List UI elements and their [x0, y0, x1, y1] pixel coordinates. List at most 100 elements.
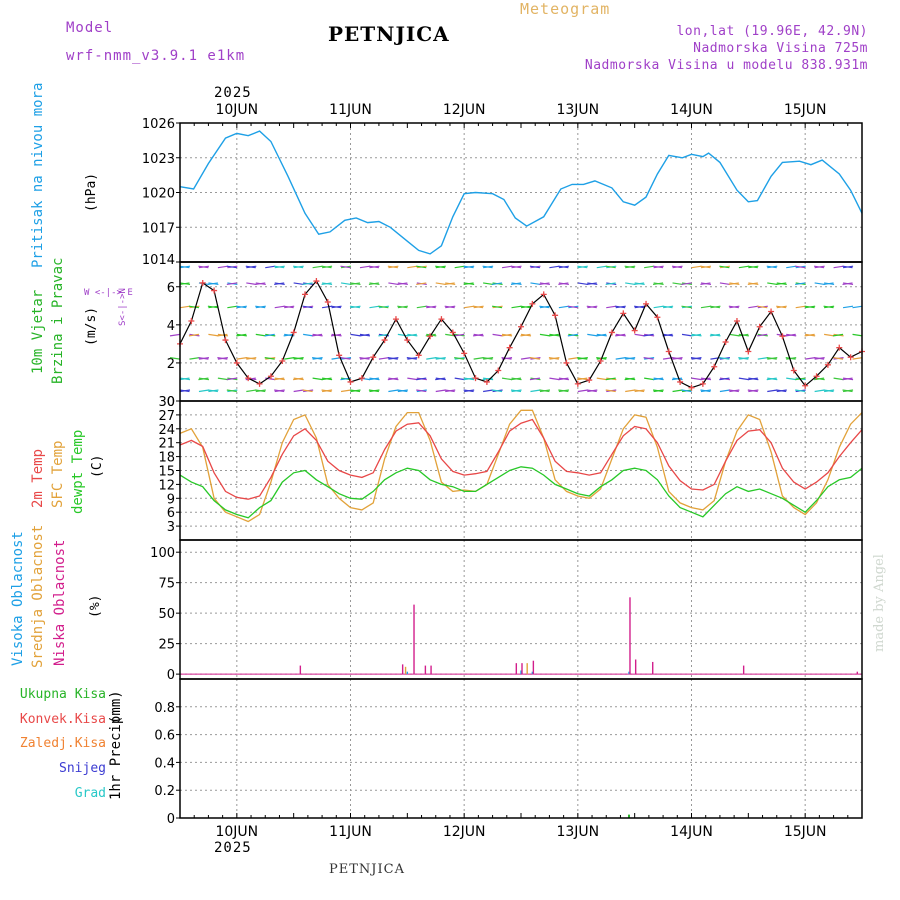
legend-snow: Snijeg [59, 761, 106, 776]
wind-arrow [814, 377, 825, 381]
wind-arrow [330, 305, 342, 309]
wind-marker [802, 382, 809, 389]
wind-arrow [312, 377, 323, 381]
wind-marker [245, 375, 252, 382]
wind-arrow [226, 265, 237, 269]
wind-arrow [321, 305, 333, 309]
wind-arrow [179, 282, 190, 286]
wind-marker [813, 373, 820, 380]
wind-arrow [463, 389, 474, 393]
wind-arrow [501, 265, 513, 269]
wind-arrow [700, 282, 711, 286]
wind-arrow [596, 377, 607, 381]
wind-arrow [766, 377, 777, 381]
wind-arrow [852, 333, 863, 337]
wind-arrow [397, 389, 408, 393]
wind-arrow [388, 389, 399, 393]
wind-marker [188, 318, 195, 325]
wind-arrow [719, 282, 731, 286]
wind-arrow [738, 357, 749, 360]
wind-arrow [785, 357, 796, 360]
wind-arrow [378, 333, 389, 337]
wind-arrow [397, 282, 408, 286]
wind-arrow [416, 377, 427, 381]
wind-arrow [548, 333, 559, 337]
temp2m-line [179, 418, 863, 500]
wind-arrow [814, 389, 825, 393]
wind-arrow [558, 305, 569, 309]
y-tick-label: 2 [167, 357, 175, 372]
wind-arrow [795, 305, 806, 309]
wind-arrow [482, 357, 493, 360]
wind-arrow [558, 265, 569, 269]
y-tick-label: 0 [167, 395, 175, 410]
date-label-top: 13JUN [556, 102, 599, 118]
y-tick-label: 15 [158, 465, 175, 480]
wind-arrow [207, 389, 218, 393]
wind-marker [370, 354, 377, 361]
wind-arrow [189, 357, 200, 360]
y-tick-label: 9 [167, 492, 175, 507]
wind-arrow [510, 282, 522, 286]
date-label-bottom: 15JUN [784, 824, 827, 840]
wind-marker [427, 333, 434, 340]
wind-arrow [397, 333, 408, 337]
wind-arrow [728, 282, 739, 286]
wind-arrow [596, 333, 607, 337]
wind-marker [381, 337, 388, 344]
y-tick-label: 3 [167, 520, 175, 535]
wind-marker [574, 380, 581, 387]
wind-arrow [776, 389, 787, 393]
wind-arrow [672, 282, 683, 286]
y-tick-label: 0 [167, 812, 175, 827]
wind-marker [438, 316, 445, 323]
wind-arrow [245, 357, 256, 360]
wind-arrow [747, 389, 758, 393]
wind-arrow [681, 333, 693, 337]
wind-marker [199, 279, 206, 286]
wind-arrow [368, 282, 380, 286]
model-name: wrf-nmm_v3.9.1 e1km [66, 48, 246, 64]
wind-arrow [406, 357, 417, 360]
wind-arrow [690, 333, 702, 337]
wind-arrow [671, 357, 683, 360]
wind-arrow [747, 377, 758, 381]
wind-arrow [274, 282, 285, 286]
wind-marker [267, 373, 274, 380]
wind-arrow [444, 305, 455, 309]
wind-arrow [387, 265, 398, 269]
wind-arrow [407, 377, 418, 381]
wind-arrow [198, 357, 209, 360]
wind-arrow [274, 377, 285, 381]
wind-arrow [747, 265, 758, 269]
wind-arrow [207, 305, 218, 309]
wind-arrow [511, 305, 522, 309]
wind-marker [290, 329, 297, 336]
y-tick-label: 18 [158, 451, 175, 466]
wind-arrow [226, 377, 237, 381]
wind-arrow [246, 282, 257, 286]
wind-arrow [738, 265, 749, 269]
y-tick-label: 1014 [142, 253, 175, 268]
wind-marker [461, 350, 468, 357]
wind-arrow [293, 282, 304, 286]
date-label-bottom: 12JUN [443, 824, 486, 840]
y-tick-label: 0.6 [154, 729, 175, 744]
wind-arrow [340, 357, 351, 360]
wind-arrow [530, 282, 541, 286]
wind-arrow [719, 265, 730, 269]
y-tick-label: 0.4 [154, 756, 175, 771]
wind-marker [336, 352, 343, 359]
wind-marker [768, 308, 775, 315]
legend-convective-rain: Konvek.Kisa [19, 712, 106, 727]
date-label-bottom: 11JUN [329, 824, 372, 840]
wind-arrow [634, 333, 645, 337]
wind-arrow [748, 305, 759, 309]
wind-arrow [652, 282, 664, 286]
wind-arrow [529, 357, 541, 360]
wind-marker [483, 378, 490, 385]
wind-marker [449, 329, 456, 336]
wind-arrow [634, 389, 645, 393]
wind-arrow [188, 333, 200, 337]
wind-arrow [530, 389, 541, 393]
